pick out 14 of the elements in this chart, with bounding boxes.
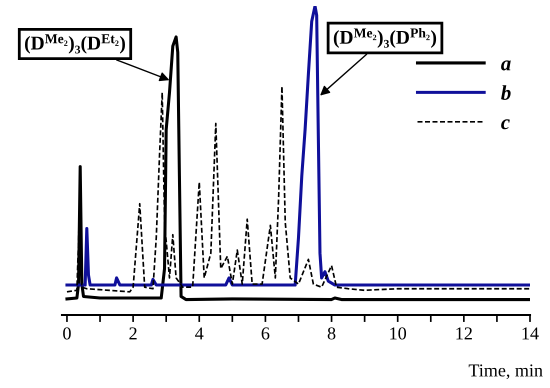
x-tick-label: 4 bbox=[195, 327, 204, 340]
x-tick-label: 10 bbox=[390, 327, 406, 340]
legend-label: c bbox=[501, 119, 510, 130]
x-tick-label: 12 bbox=[456, 327, 472, 340]
x-tick-label: 14 bbox=[522, 327, 539, 340]
x-tick-label: 6 bbox=[262, 327, 270, 340]
x-axis-title: Time, min bbox=[468, 364, 543, 380]
x-tick-label: 8 bbox=[328, 327, 336, 340]
annotation: (D$^{Me₂}$)₃(D$^{Et₂}$) bbox=[25, 34, 125, 54]
x-tick-label: 0 bbox=[63, 327, 71, 340]
annotation: (D$^{Me₂}$)₃(D$^{Ph₂}$) bbox=[334, 28, 436, 48]
legend-label: b bbox=[501, 85, 511, 100]
x-tick-label: 2 bbox=[129, 327, 137, 340]
legend-label: a bbox=[501, 60, 511, 70]
